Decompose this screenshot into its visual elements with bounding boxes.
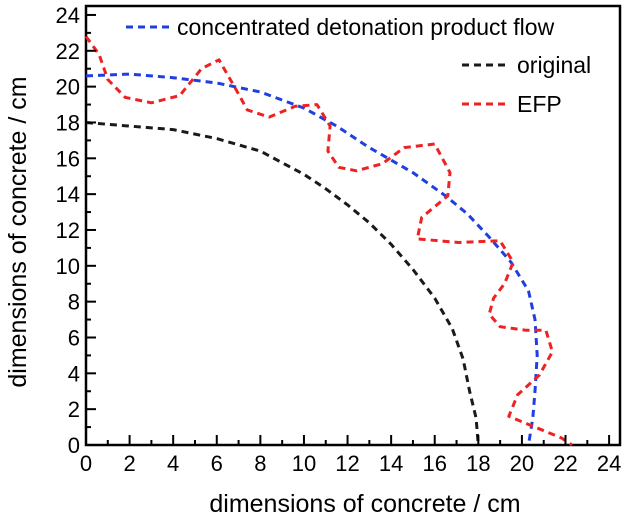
- ticks-layer: [85, 13, 611, 446]
- legend: concentrated detonation product flow ori…: [126, 14, 591, 117]
- x-tick-label: 24: [597, 451, 621, 476]
- y-tick-label: 10: [56, 254, 80, 279]
- legend-label-original: original: [517, 52, 591, 78]
- x-tick-label: 14: [379, 451, 403, 476]
- legend-label-efp: EFP: [517, 91, 562, 117]
- y-axis-title: dimensions of concrete / cm: [4, 76, 32, 387]
- series-line-efp: [84, 35, 573, 447]
- x-tick-label: 10: [292, 451, 316, 476]
- y-tick-label: 6: [68, 325, 80, 350]
- x-tick-label: 8: [254, 451, 266, 476]
- x-tick-label: 2: [123, 451, 135, 476]
- y-tick-label: 0: [68, 433, 80, 458]
- y-tick-label: 18: [56, 110, 80, 135]
- x-tick-labels: 0 2 4 6 8 10 12 14 16 18 20 22 24: [80, 451, 621, 476]
- x-tick-label: 16: [422, 451, 446, 476]
- x-tick-label: 6: [211, 451, 223, 476]
- x-tick-label: 12: [335, 451, 359, 476]
- y-tick-label: 14: [56, 182, 80, 207]
- x-tick-label: 4: [167, 451, 179, 476]
- x-tick-label: 22: [553, 451, 577, 476]
- series-layer: [84, 35, 573, 447]
- x-tick-label: 0: [80, 451, 92, 476]
- y-tick-label: 8: [68, 290, 80, 315]
- y-tick-label: 12: [56, 218, 80, 243]
- y-tick-label: 20: [56, 75, 80, 100]
- x-tick-label: 20: [510, 451, 534, 476]
- y-tick-label: 16: [56, 146, 80, 171]
- x-tick-label: 18: [466, 451, 490, 476]
- x-axis-title: dimensions of concrete / cm: [209, 490, 520, 516]
- legend-label-concentrated: concentrated detonation product flow: [177, 14, 555, 40]
- y-tick-label: 4: [68, 361, 80, 386]
- y-tick-label: 24: [56, 3, 80, 28]
- y-tick-label: 2: [68, 397, 80, 422]
- y-tick-label: 22: [56, 39, 80, 64]
- series-line-original: [85, 121, 480, 446]
